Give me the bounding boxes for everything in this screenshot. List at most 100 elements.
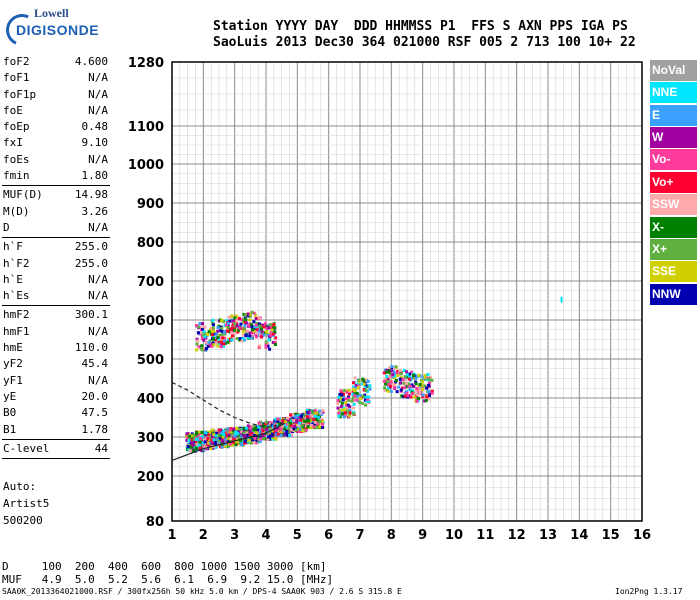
echo-point — [411, 392, 415, 396]
echo-point — [190, 441, 194, 445]
echo-point — [310, 425, 314, 429]
x-tick-label: 16 — [633, 528, 651, 543]
panel-separator — [2, 438, 110, 440]
echo-point — [250, 336, 254, 340]
echo-point — [407, 394, 411, 398]
echo-point — [353, 394, 357, 398]
echo-point — [310, 409, 314, 413]
echo-point — [195, 337, 199, 341]
echo-point — [198, 440, 202, 444]
echo-point — [248, 331, 252, 335]
legend-item-vo-: Vo+ — [650, 171, 697, 193]
param-value: 44 — [94, 441, 108, 455]
echo-point — [244, 334, 248, 338]
profile-curve-dashed — [171, 381, 286, 428]
echo-point — [294, 412, 298, 416]
echo-point — [300, 422, 304, 426]
echo-point — [252, 311, 256, 315]
echo-point — [197, 438, 201, 442]
echo-point — [399, 388, 403, 392]
echo-point — [216, 340, 220, 344]
echo-point — [203, 335, 207, 339]
echo-point — [289, 419, 293, 423]
echo-point — [214, 429, 218, 433]
y-tick-label: 700 — [137, 275, 164, 290]
echo-point — [283, 421, 287, 425]
echo-point — [285, 429, 289, 433]
echo-point — [243, 313, 247, 317]
echo-point — [243, 434, 247, 438]
echo-point — [200, 337, 204, 341]
echo-point — [388, 366, 392, 370]
echo-point — [364, 389, 368, 393]
echo-point — [344, 397, 348, 401]
echo-point — [278, 422, 282, 426]
y-tick-label: 900 — [137, 197, 164, 212]
echo-point — [262, 423, 266, 427]
echo-point — [197, 433, 201, 437]
echo-point — [255, 325, 259, 329]
echo-point — [395, 372, 399, 376]
param-row: foF1p N/A — [2, 87, 110, 103]
echo-point — [260, 323, 264, 327]
echo-point — [382, 371, 386, 375]
x-tick-label: 1 — [167, 528, 176, 543]
echo-point — [222, 320, 226, 324]
echo-point — [191, 443, 195, 447]
param-row: MUF(D) 14.98 — [2, 187, 110, 203]
echo-point — [196, 331, 200, 335]
echo-point — [208, 430, 212, 434]
echo-point — [251, 430, 255, 434]
echo-point — [274, 417, 278, 421]
param-row: M(D) 3.26 — [2, 204, 110, 220]
echo-point — [343, 411, 347, 415]
echo-point — [216, 336, 220, 340]
echo-point — [383, 388, 387, 392]
param-value: 9.10 — [81, 136, 109, 150]
echo-point — [262, 333, 266, 337]
echo-point — [354, 386, 358, 390]
echo-point — [286, 434, 290, 438]
echo-point — [276, 429, 280, 433]
echo-point — [367, 400, 371, 404]
echo-point — [354, 396, 358, 400]
parameter-panel: foF2 4.600 foF1 N/A foF1p N/A foE N/A foEp 0.48 fx… — [2, 54, 110, 460]
param-row: yE 20.0 — [2, 389, 110, 405]
echo-point — [249, 425, 253, 429]
echo-point — [360, 382, 364, 386]
echo-point — [196, 325, 200, 329]
echo-point — [304, 424, 308, 428]
echo-point — [396, 374, 400, 378]
echo-point — [243, 439, 247, 443]
echo-point — [361, 377, 365, 381]
echo-point — [266, 433, 270, 437]
echo-point — [246, 336, 250, 340]
echo-point — [404, 381, 408, 385]
echo-point — [340, 391, 344, 395]
echo-point — [286, 428, 290, 432]
echo-point — [408, 384, 412, 388]
param-row: fmin 1.80 — [2, 168, 110, 184]
echo-point — [228, 319, 232, 323]
echo-point — [314, 417, 318, 421]
echo-point — [233, 318, 237, 322]
echo-point — [220, 343, 224, 347]
echo-point — [207, 342, 211, 346]
echo-point — [273, 330, 277, 334]
echo-point — [212, 329, 216, 333]
echo-point — [307, 410, 311, 414]
echo-point — [419, 387, 423, 391]
x-tick-label: 5 — [293, 528, 302, 543]
echo-point — [352, 402, 356, 406]
echo-point — [352, 381, 356, 385]
echo-point — [339, 396, 343, 400]
echo-point — [219, 340, 223, 344]
echo-point — [271, 429, 275, 433]
echo-point — [231, 337, 235, 341]
echo-point — [270, 423, 274, 427]
y-tick-label: 500 — [137, 353, 164, 368]
echo-point — [427, 377, 431, 381]
echo-point — [340, 393, 344, 397]
echo-point — [228, 439, 232, 443]
param-value: N/A — [88, 373, 108, 387]
